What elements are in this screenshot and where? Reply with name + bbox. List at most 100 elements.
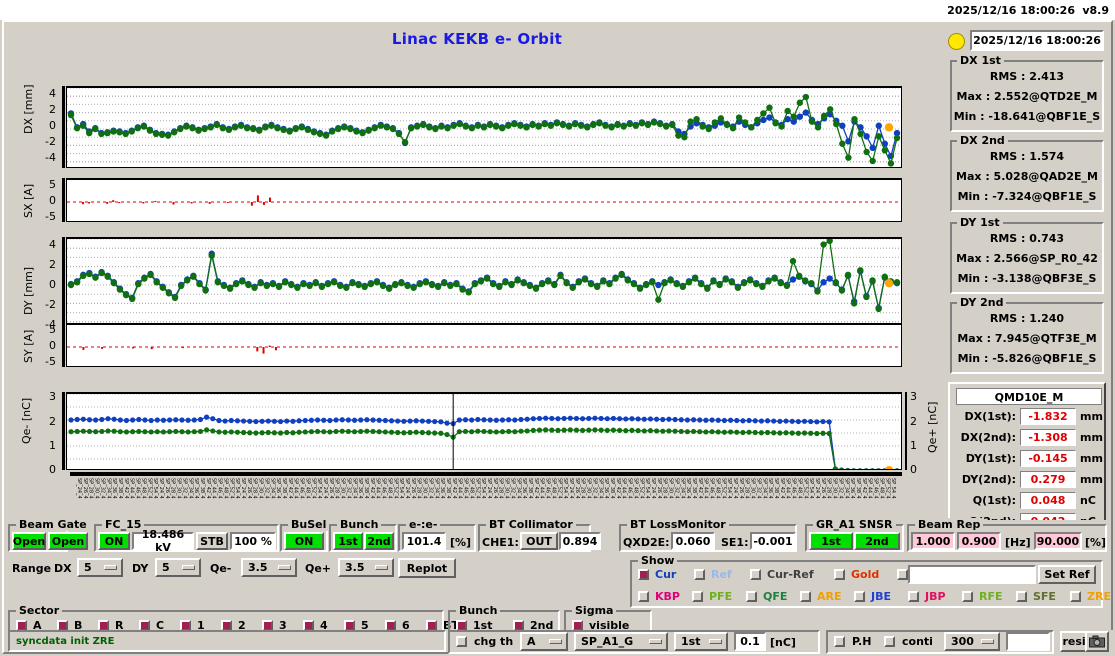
show-sec-checkbox-jbp[interactable] [908, 591, 919, 602]
bottom-bar: chg th A SP_A1_G 1st 0.1 [nC] P.H conti … [448, 630, 1113, 654]
chart-dx-plot-area[interactable] [66, 86, 902, 168]
beam-gate-b[interactable]: Open [48, 532, 88, 550]
show-sec-checkbox-qfe[interactable] [746, 591, 757, 602]
chart-dy: DY [mm] 4 2 0 -2 -4 [8, 200, 946, 331]
x-axis-label: SP_52_4 [146, 478, 153, 499]
bt-collimator-state[interactable]: OUT [520, 532, 558, 550]
x-axis-label: SP_26_4 [81, 478, 88, 499]
bt-collimator-label: BT Collimator [486, 518, 576, 531]
chart-sx-yaxis [62, 178, 65, 222]
show-cur-checkbox-ave10[interactable] [897, 569, 908, 580]
show-cur-checkbox-gold[interactable] [834, 569, 845, 580]
replot-button[interactable]: Replot [398, 558, 456, 578]
x-axis-label: SP_30_4 [503, 478, 510, 499]
x-axis-label: SP_48_4 [632, 478, 639, 499]
x-axis-label: SP_42_4 [614, 478, 621, 499]
x-axis-label: SP_32_4 [427, 478, 434, 499]
range-dx-select[interactable]: 5 [77, 558, 123, 577]
x-axis-label: SP_36_4 [193, 478, 200, 499]
beam-rep-pct-unit: [%] [1085, 536, 1107, 549]
bunch-top-2nd[interactable]: 2nd [364, 532, 394, 550]
x-axis-label: SP_32_4 [591, 478, 598, 499]
show-cur-checkbox-ref[interactable] [694, 569, 705, 580]
conti-select[interactable]: 300 [944, 632, 1000, 651]
camera-icon[interactable] [1085, 631, 1109, 652]
busel-label: BuSel [288, 518, 330, 531]
bpm-row-dy2: DY(2nd): 0.279 mm [950, 471, 1108, 490]
x-axis-label: SP_54_4 [152, 478, 159, 499]
x-axis-label: SP_36_4 [685, 478, 692, 499]
stats-dx1-rms: RMS : 2.413 [989, 70, 1065, 83]
chart-dy-plot-area[interactable] [66, 237, 902, 329]
chart-sy-ytick-0: 0 [49, 339, 56, 352]
x-axis-label: SP_24_4 [486, 478, 492, 499]
x-axis-label: SP_32_4 [837, 478, 844, 499]
ph-checkbox[interactable] [834, 636, 845, 647]
control-row-1: Beam Gate Open Open FC_15 ON 18.486 kV S… [8, 518, 1111, 554]
x-axis-label: SP_42_4 [204, 478, 211, 499]
bpm-readout-panel: QMD10E_M DX(1st): -1.832 mm DX(2nd): -1.… [948, 382, 1106, 534]
sector-label-4: 4 [320, 619, 328, 632]
show-sec-checkbox-jbe[interactable] [854, 591, 865, 602]
chart-sx-plot-area[interactable] [66, 178, 902, 222]
x-axis-label: SP_30_4 [421, 478, 428, 499]
show-sec-checkbox-are[interactable] [800, 591, 811, 602]
range-qem-select[interactable]: 3.5 [241, 558, 297, 577]
x-axis-label-strip: SP_24_4 SP_26_4 SP_28_4 SP_30_4 SP_32_4 SP_34… [70, 472, 902, 530]
set-ref-button[interactable]: Set Ref [1038, 565, 1096, 584]
show-sec-checkbox-pfe[interactable] [692, 591, 703, 602]
x-axis-label: SP_42_4 [368, 478, 375, 499]
bpm-row-dx1: DX(1st): -1.832 mm [950, 408, 1108, 427]
chart-qe-plot-area[interactable] [66, 392, 902, 470]
range-dy-select[interactable]: 5 [155, 558, 201, 577]
bpm-row-dx2-key: DX(2nd): [960, 431, 1016, 444]
show-cur-checkbox-cur[interactable] [638, 569, 649, 580]
sp-select[interactable]: SP_A1_G [574, 632, 668, 651]
busel-group: BuSel [280, 518, 330, 552]
show-sec-checkbox-kbp[interactable] [638, 591, 649, 602]
show-sec-checkbox-sfe[interactable] [1016, 591, 1027, 602]
fc15-on-button[interactable]: ON [98, 532, 130, 550]
show-sec-checkbox-rfe[interactable] [962, 591, 973, 602]
x-axis-label: SP_26_4 [573, 478, 580, 499]
show-sec-checkbox-zre[interactable] [1070, 591, 1081, 602]
beam-gate-a[interactable]: Open [12, 532, 46, 550]
x-axis-label: SP_26_4 [819, 478, 826, 499]
chart-sy-yaxis [62, 323, 65, 367]
conti-checkbox[interactable] [884, 636, 895, 647]
x-axis-label: SP_32_4 [673, 478, 680, 499]
fc15-label: FC_15 [102, 518, 145, 531]
app-version: v8.9 [1082, 4, 1109, 17]
sector-label-a: A [33, 619, 42, 632]
ref-field[interactable] [908, 565, 1036, 584]
chg-th-select[interactable]: A [520, 632, 568, 651]
gr-a1-snsr-2nd[interactable]: 2nd [854, 532, 900, 550]
busel-on-button[interactable]: ON [284, 532, 324, 550]
x-axis-label: SP_38_4 [609, 478, 615, 499]
bunch-top-1st[interactable]: 1st [333, 532, 363, 550]
bt-lossmonitor-v1: 0.060 [671, 532, 715, 550]
chart-sy-plot-area[interactable] [66, 323, 902, 367]
stats-dx2-rms: RMS : 1.574 [989, 150, 1065, 163]
x-axis-label: SP_42_4 [286, 478, 293, 499]
threshold-input[interactable]: 0.1 [734, 632, 766, 651]
x-axis-label: SP_42_4 [450, 478, 457, 499]
x-axis-label: SP_24_4 [814, 478, 820, 499]
fc15-stb-button[interactable]: STB [196, 532, 228, 550]
sector-label: Sector [16, 604, 63, 617]
beam-gate-spacer [8, 524, 94, 552]
show-sec-label-pfe: PFE [709, 590, 733, 603]
bpm-row-dy1: DY(1st): -0.145 mm [950, 450, 1108, 469]
chg-th-checkbox[interactable] [456, 636, 467, 647]
show-cur-checkbox-cur-ref[interactable] [750, 569, 761, 580]
conti-input[interactable] [1006, 632, 1050, 651]
ee-ratio-label: e-:e- [406, 518, 441, 531]
threshold-unit: [nC] [770, 636, 796, 649]
range-qep-select[interactable]: 3.5 [338, 558, 394, 577]
chart-qe-rytick-2: 2 [910, 415, 917, 428]
gr-a1-snsr-1st[interactable]: 1st [809, 532, 853, 550]
order-select[interactable]: 1st [674, 632, 728, 651]
x-axis-label: SP_42_4 [778, 478, 785, 499]
stats-dx1-max: Max : 2.552@QTD2E_M [956, 90, 1098, 103]
stats-group-dx2-label: DX 2nd [957, 134, 1008, 147]
